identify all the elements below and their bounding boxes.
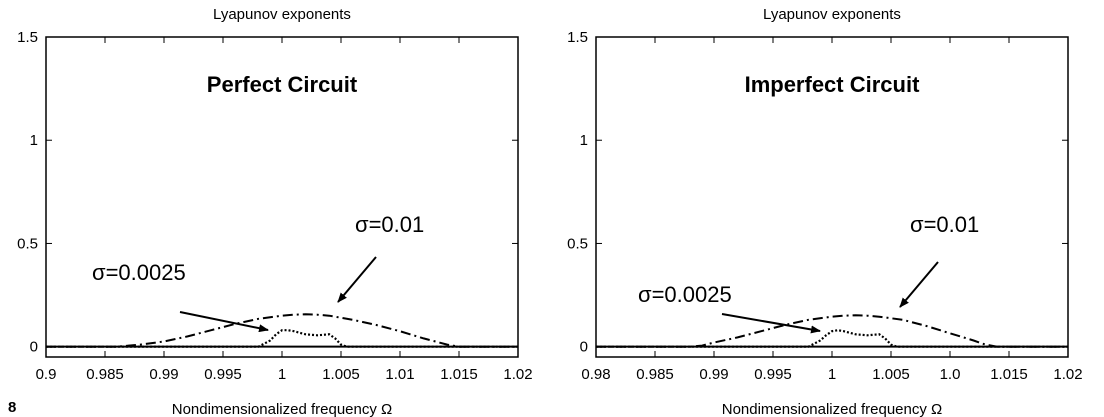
series-line-dotted <box>596 329 1068 348</box>
x-tick-label: 1.005 <box>872 366 910 383</box>
y-tick-label: 0.5 <box>567 235 588 252</box>
y-axis-ticks: 0 0.5 1 1.5 <box>17 29 518 356</box>
chart-panel-perfect-circuit: Lyapunov exponents 0.9 0.985 0.99 0.995 1 1.0… <box>8 6 533 417</box>
x-axis-ticks: 0.98 0.985 0.99 0.995 1 1.005 1.0 1.015 1.02 <box>581 37 1083 383</box>
y-tick-label: 0 <box>30 339 38 356</box>
panel-heading: Imperfect Circuit <box>745 72 920 97</box>
series-line-dashdot <box>596 314 1068 348</box>
x-axis-label: Nondimensionalized frequency Ω <box>722 401 943 417</box>
annotation-arrow <box>721 313 821 334</box>
y-tick-label: 1 <box>580 132 588 149</box>
chart-panel-imperfect-circuit: Lyapunov exponents 0.98 0.985 0.99 0.995 1 1.… <box>567 6 1082 417</box>
y-tick-label: 1 <box>30 132 38 149</box>
chart-title: Lyapunov exponents <box>213 6 351 23</box>
chart-title: Lyapunov exponents <box>763 6 901 23</box>
x-tick-label: 0.99 <box>699 366 728 383</box>
x-tick-label: 0.995 <box>204 366 242 383</box>
x-axis-label: Nondimensionalized frequency Ω <box>172 401 393 417</box>
annotation-sigma-0-0025: σ=0.0025 <box>92 260 186 285</box>
y-tick-label: 1.5 <box>17 29 38 46</box>
y-axis-ticks: 0 0.5 1 1.5 <box>567 29 1068 356</box>
annotation-sigma-0-01: σ=0.01 <box>355 212 424 237</box>
series-group <box>46 313 518 348</box>
annotation-arrow <box>899 261 939 308</box>
x-tick-label: 1.0 <box>940 366 961 383</box>
series-group <box>596 314 1068 348</box>
x-tick-label: 0.985 <box>636 366 674 383</box>
x-tick-label: 0.98 <box>581 366 610 383</box>
annotation-sigma-0-01: σ=0.01 <box>910 212 979 237</box>
annotation-arrow <box>179 311 269 333</box>
y-tick-label: 1.5 <box>567 29 588 46</box>
x-tick-label: 1.005 <box>322 366 360 383</box>
x-tick-label: 1.015 <box>440 366 478 383</box>
x-tick-label: 0.985 <box>86 366 124 383</box>
corner-text: 8 <box>8 399 16 416</box>
series-line-dashdot <box>46 313 518 348</box>
x-tick-label: 0.9 <box>36 366 57 383</box>
x-axis-ticks: 0.9 0.985 0.99 0.995 1 1.005 1.01 1.015 1.02 <box>36 37 533 383</box>
y-tick-label: 0 <box>580 339 588 356</box>
annotation-sigma-0-0025: σ=0.0025 <box>638 282 732 307</box>
x-tick-label: 1.015 <box>990 366 1028 383</box>
x-tick-label: 0.995 <box>754 366 792 383</box>
x-tick-label: 1 <box>828 366 836 383</box>
x-tick-label: 1.02 <box>503 366 532 383</box>
x-tick-label: 0.99 <box>149 366 178 383</box>
x-tick-label: 1 <box>278 366 286 383</box>
panel-heading: Perfect Circuit <box>207 72 358 97</box>
x-tick-label: 1.01 <box>385 366 414 383</box>
x-tick-label: 1.02 <box>1053 366 1082 383</box>
annotation-arrow <box>337 256 377 303</box>
y-tick-label: 0.5 <box>17 235 38 252</box>
